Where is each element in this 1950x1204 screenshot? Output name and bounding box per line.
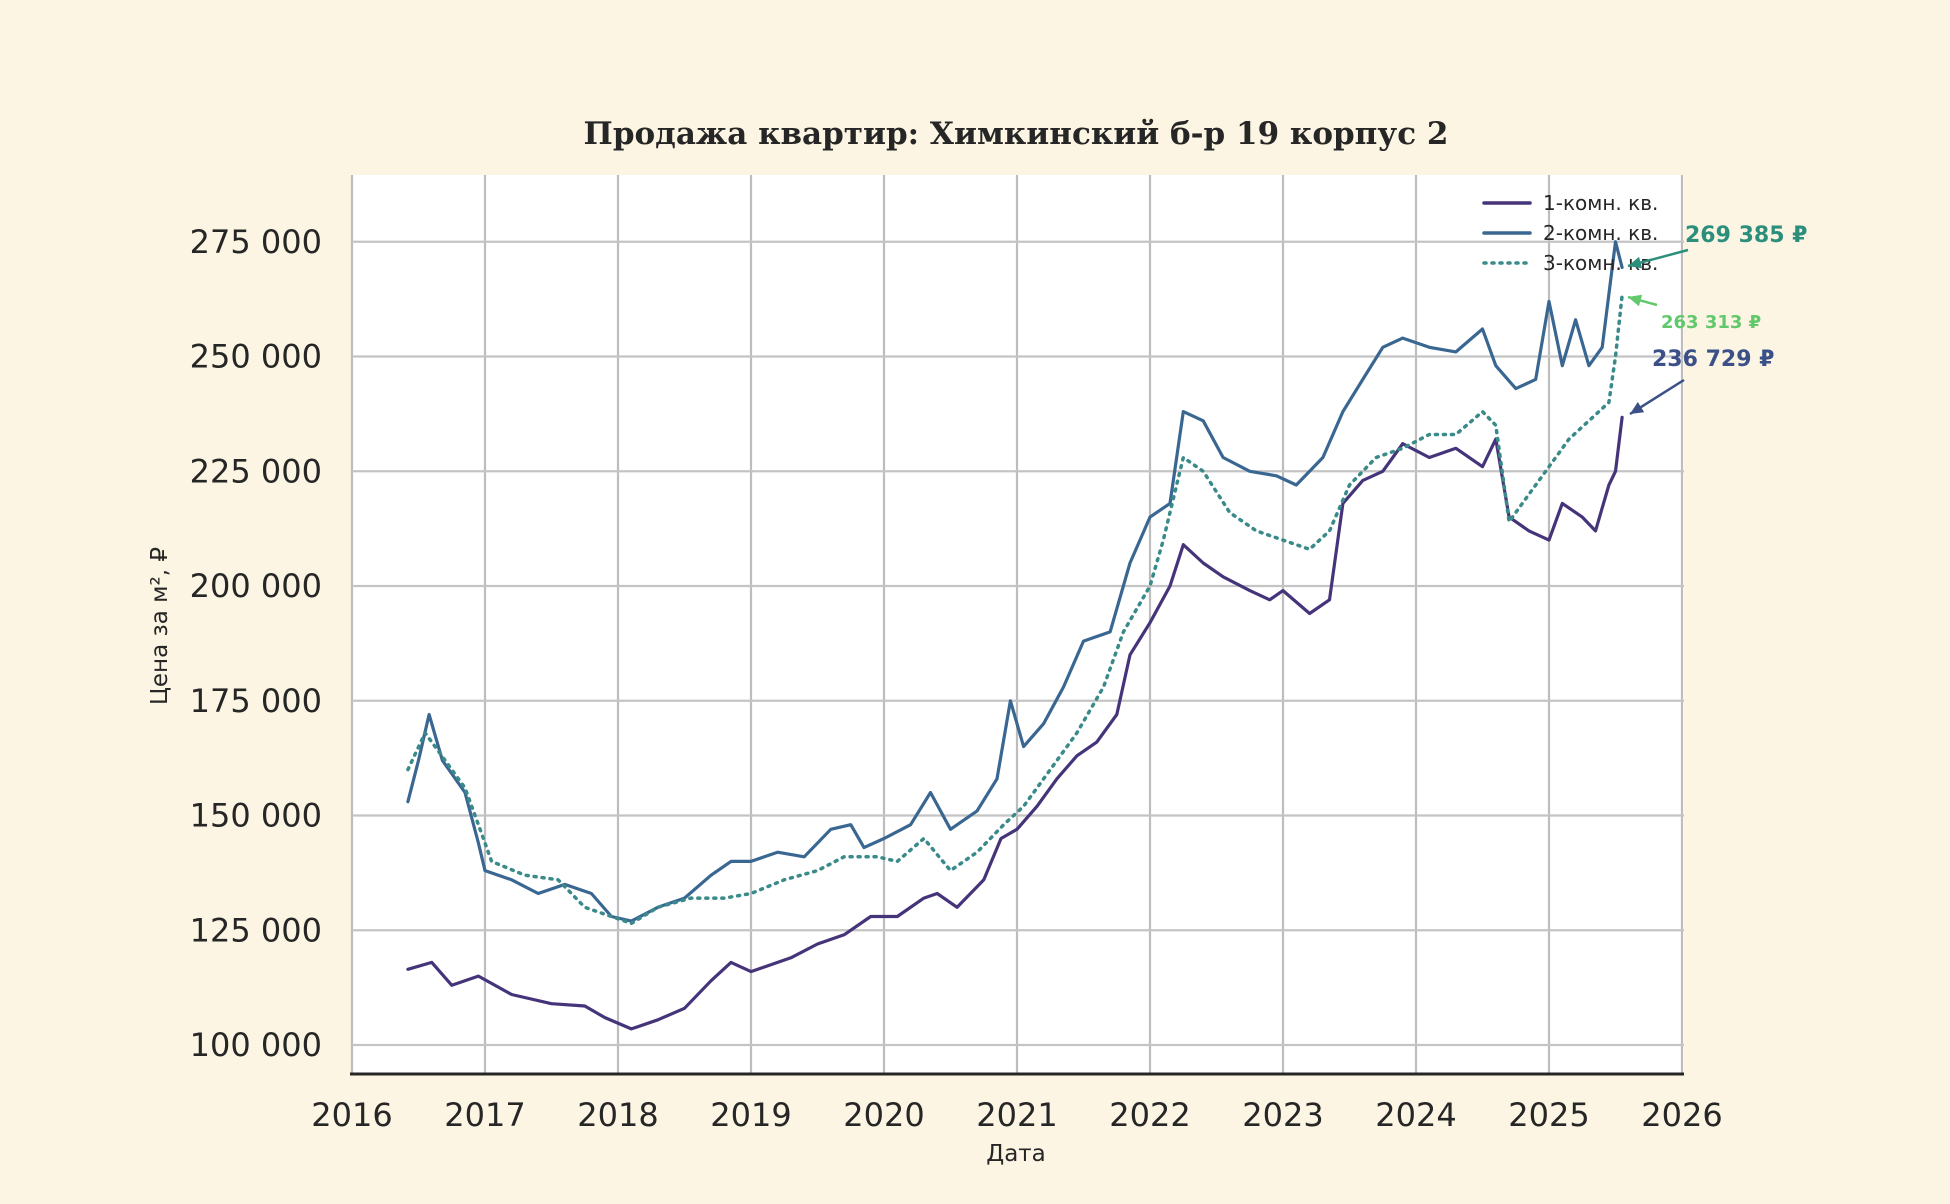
legend-label: 2-комн. кв. [1543, 221, 1658, 245]
y-tick-label: 100 000 [190, 1026, 322, 1064]
legend-label: 1-комн. кв. [1543, 191, 1658, 215]
x-tick-label: 2020 [843, 1096, 924, 1134]
x-tick-label: 2021 [976, 1096, 1057, 1134]
y-axis: 100 000 125 000 150 000 175 000 200 000 225 0… [190, 223, 322, 1064]
x-tick-label: 2018 [577, 1096, 658, 1134]
x-tick-label: 2022 [1109, 1096, 1190, 1134]
x-tick-label: 2023 [1242, 1096, 1323, 1134]
series-line-2 [406, 240, 1624, 923]
legend: 1-комн. кв.2-комн. кв.3-комн. кв. [1482, 191, 1658, 275]
x-tick-label: 2026 [1641, 1096, 1722, 1134]
x-tick-label: 2024 [1375, 1096, 1456, 1134]
x-tick-label: 2016 [311, 1096, 392, 1134]
x-axis-label: Дата [986, 1141, 1046, 1167]
annotation-label: 236 729 ₽ [1652, 347, 1774, 372]
y-tick-label: 250 000 [190, 338, 322, 376]
series-lines [406, 240, 1624, 1031]
x-tick-label: 2019 [710, 1096, 791, 1134]
x-axis: 2016 2017 2018 2019 2020 2021 2022 2023 2024 2025… [311, 1096, 1722, 1134]
y-tick-label: 225 000 [190, 452, 322, 490]
y-tick-label: 200 000 [190, 567, 322, 605]
annotation-arrowhead [1628, 294, 1643, 307]
annotations: 269 385 ₽ 263 313 ₽ 236 729 ₽ [1627, 223, 1807, 416]
annotation-label: 263 313 ₽ [1661, 312, 1761, 333]
y-tick-label: 275 000 [190, 223, 322, 261]
annotation-arrowhead [1628, 256, 1643, 269]
chart-title: Продажа квартир: Химкинский б-р 19 корпу… [584, 116, 1449, 152]
annotation-arrowhead [1630, 402, 1645, 414]
annotation-label: 269 385 ₽ [1685, 223, 1807, 248]
x-tick-label: 2017 [444, 1096, 525, 1134]
y-tick-label: 175 000 [190, 682, 322, 720]
series-line-3 [406, 293, 1624, 926]
grid [350, 175, 1684, 1073]
y-tick-label: 125 000 [190, 911, 322, 949]
series-line-1 [406, 415, 1624, 1031]
y-axis-label: Цена за м², ₽ [147, 547, 173, 705]
x-tick-label: 2025 [1508, 1096, 1589, 1134]
y-tick-label: 150 000 [190, 797, 322, 835]
